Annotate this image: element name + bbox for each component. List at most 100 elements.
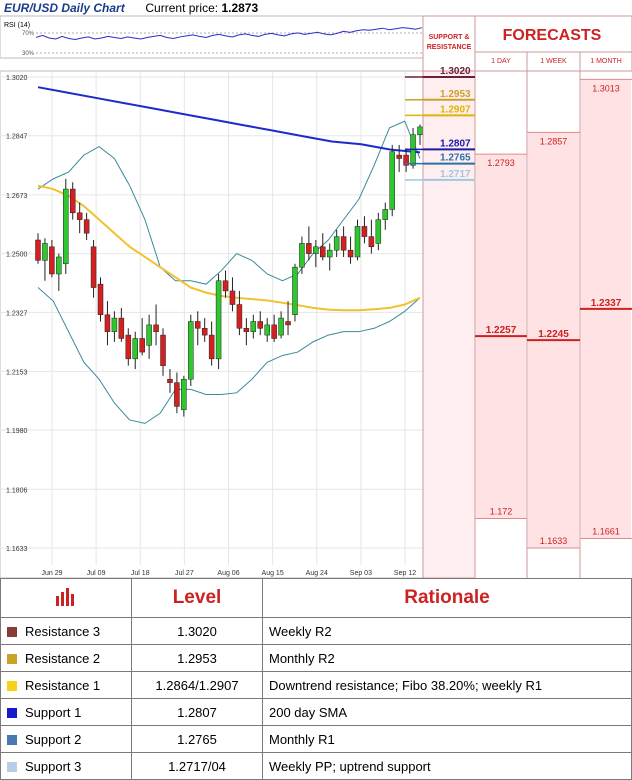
- table-row: Resistance 1 1.2864/1.2907 Downtrend resis…: [0, 671, 632, 699]
- candle-body: [118, 317, 125, 339]
- candle: [229, 277, 236, 312]
- candle-body: [35, 239, 41, 261]
- bollinger-upper-line: [37, 120, 421, 285]
- candle-body: [389, 151, 395, 210]
- row-name-cell: Resistance 1: [0, 671, 132, 699]
- x-tick-label: Sep 03: [350, 570, 372, 577]
- candle-body: [333, 236, 340, 251]
- candle-body: [382, 209, 389, 220]
- chart-header: EUR/USD Daily Chart Current price: 1.287…: [4, 1, 258, 17]
- row-name-cell: Resistance 2: [0, 644, 132, 672]
- candle: [347, 236, 354, 264]
- candle: [201, 318, 208, 342]
- y-tick-label: 1.1980: [6, 428, 28, 435]
- row-name: Resistance 2: [25, 650, 101, 666]
- y-tick-label: 1.2847: [6, 134, 28, 141]
- color-swatch: [7, 654, 17, 665]
- table-row: Support 2 1.2765 Monthly R1: [0, 725, 632, 753]
- candle-body: [139, 338, 145, 353]
- candle: [97, 277, 104, 322]
- candle: [264, 318, 270, 342]
- x-tick-label: Aug 06: [217, 570, 239, 577]
- candle-body: [257, 321, 264, 329]
- candle-body: [396, 154, 402, 159]
- forecast-mid-value: 1.2337: [591, 298, 622, 309]
- candle: [111, 311, 118, 342]
- row-name-cell: Resistance 3: [0, 617, 132, 645]
- table-header-rationale: Rationale: [262, 578, 632, 618]
- row-level: 1.2765: [131, 725, 263, 753]
- candle-body: [181, 378, 187, 411]
- candle-body: [417, 126, 423, 135]
- forecast-column: 1 WEEK 1.2857 1.2245 1.1633: [527, 58, 580, 549]
- candle-body: [313, 246, 319, 254]
- color-swatch: [7, 762, 17, 773]
- y-tick-label: 1.2153: [6, 369, 28, 376]
- row-rationale: Monthly R2: [262, 644, 632, 672]
- sr-level-value: 1.2717: [440, 169, 471, 180]
- candle-body: [299, 243, 305, 268]
- rsi-tick-lower: 30%: [22, 51, 35, 57]
- y-tick-label: 1.2327: [6, 310, 28, 317]
- x-tick-label: Aug 24: [306, 570, 328, 577]
- color-swatch: [7, 627, 17, 638]
- candle: [104, 301, 111, 346]
- forecasts-title: FORECASTS: [503, 27, 602, 44]
- candle: [340, 226, 347, 257]
- sr-level: 1.2907: [405, 104, 475, 117]
- candle: [49, 239, 55, 278]
- candle-body: [69, 188, 76, 214]
- forecast-column: 1 MONTH 1.3013 1.2337 1.1661: [580, 58, 632, 539]
- candle-body: [236, 304, 243, 329]
- row-name: Support 1: [25, 704, 82, 720]
- sr-level-value: 1.3020: [440, 66, 471, 77]
- candle: [320, 233, 326, 261]
- sr-level: 1.3020: [405, 66, 475, 78]
- sr-panel: SUPPORT & RESISTANCE 1.3020 1.2953 1.2907 1.…: [405, 15, 476, 578]
- price-value: 1.2873: [221, 1, 259, 15]
- candle-body: [90, 246, 97, 288]
- candle: [396, 144, 402, 173]
- candle-body: [403, 154, 409, 166]
- candle-body: [354, 226, 361, 258]
- candle-body: [97, 283, 104, 315]
- forecast-column-label: 1 WEEK: [540, 58, 567, 65]
- rsi-label: RSI (14): [4, 22, 30, 29]
- candle: [69, 182, 76, 220]
- candle: [354, 219, 361, 261]
- y-tick-label: 1.1806: [6, 487, 28, 494]
- candle: [63, 178, 69, 274]
- candle-body: [306, 243, 312, 254]
- bollinger-lower-line: [37, 287, 421, 424]
- sr-level-value: 1.2765: [440, 153, 471, 164]
- candle: [243, 318, 250, 346]
- candle: [160, 328, 166, 376]
- candle: [389, 144, 395, 217]
- candle: [125, 328, 132, 366]
- candle-body: [222, 280, 229, 292]
- row-rationale: Weekly PP; uptrend support: [262, 752, 632, 780]
- forecast-column: 1 DAY 1.2793 1.2257 1.172: [475, 58, 527, 519]
- bar-chart-icon: [56, 587, 74, 606]
- table-row: Support 1 1.2807 200 day SMA: [0, 698, 632, 726]
- forecast-column-label: 1 MONTH: [590, 58, 622, 65]
- forecast-mid-value: 1.2245: [538, 329, 569, 340]
- candle: [153, 304, 159, 346]
- row-rationale: Weekly R2: [262, 617, 632, 645]
- sr-level: 1.2765: [405, 153, 475, 165]
- sr-header: SUPPORT & RESISTANCE: [427, 34, 472, 51]
- y-tick-label: 1.1633: [6, 546, 28, 553]
- row-level: 1.2717/04: [131, 752, 263, 780]
- sr-level-value: 1.2807: [440, 138, 471, 149]
- candle: [271, 314, 277, 342]
- candle: [278, 311, 284, 339]
- candle: [326, 243, 333, 271]
- candle: [90, 239, 97, 298]
- candle: [56, 253, 62, 291]
- sr-level: 1.2953: [405, 89, 475, 101]
- color-swatch: [7, 681, 17, 692]
- candle-body: [42, 243, 48, 261]
- x-tick-label: Jun 29: [41, 570, 62, 577]
- candle: [285, 301, 291, 336]
- candle-body: [83, 219, 90, 234]
